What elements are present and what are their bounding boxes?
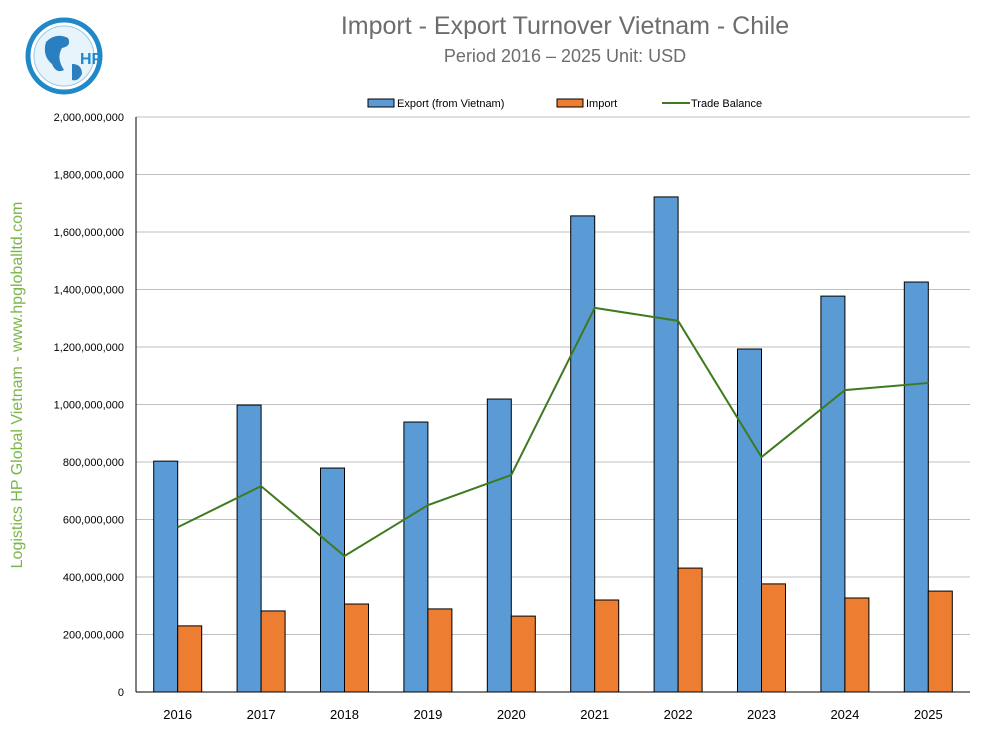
y-tick-label: 2,000,000,000 — [54, 112, 124, 124]
import-bar — [510, 615, 536, 693]
svg-text:HP: HP — [80, 51, 103, 68]
export-bar — [653, 196, 679, 693]
x-tick-label: 2018 — [330, 707, 359, 722]
x-tick-label: 2017 — [247, 707, 276, 722]
export-bar — [236, 404, 262, 693]
export-bar — [570, 215, 596, 693]
export-bar — [486, 398, 512, 693]
y-tick-label: 600,000,000 — [63, 515, 124, 527]
y-tick-label: 1,000,000,000 — [54, 400, 124, 412]
import-bar — [427, 608, 453, 693]
export-bar — [403, 421, 429, 693]
import-bar — [177, 625, 203, 693]
legend-label-import: Import — [586, 98, 617, 110]
y-tick-label: 800,000,000 — [63, 457, 124, 469]
x-tick-label: 2021 — [580, 707, 609, 722]
y-tick-label: 1,600,000,000 — [54, 227, 124, 239]
import-bar — [677, 567, 703, 693]
legend-swatch-import — [556, 98, 584, 108]
y-tick-label: 200,000,000 — [63, 630, 124, 642]
chart-title: Import - Export Turnover Vietnam - Chile — [340, 12, 790, 40]
export-bar — [903, 281, 929, 693]
chart-subtitle: Period 2016 – 2025 Unit: USD — [443, 46, 687, 66]
import-bar — [844, 597, 870, 693]
import-bar — [761, 583, 786, 693]
y-tick-label: 0 — [118, 687, 124, 699]
export-bar — [820, 295, 846, 693]
x-tick-label: 2016 — [163, 707, 192, 722]
x-tick-label: 2022 — [664, 707, 693, 722]
y-tick-label: 400,000,000 — [63, 572, 124, 584]
import-bar — [344, 603, 369, 693]
export-bar — [737, 348, 762, 693]
y-tick-label: 1,200,000,000 — [54, 342, 124, 354]
y-tick-label: 1,800,000,000 — [54, 170, 124, 182]
logo: HP — [25, 17, 103, 95]
y-tick-label: 1,400,000,000 — [54, 285, 124, 297]
import-bar — [927, 590, 953, 693]
legend-swatch-export — [367, 98, 395, 108]
export-bar — [153, 460, 179, 693]
export-bar — [320, 467, 345, 693]
x-tick-label: 2025 — [914, 707, 943, 722]
import-bar — [260, 610, 286, 693]
x-tick-label: 2024 — [830, 707, 859, 722]
legend-label-balance: Trade Balance — [691, 98, 762, 110]
trade-balance-line — [177, 306, 929, 558]
import-bar — [594, 599, 620, 693]
legend-label-export: Export (from Vietnam) — [397, 98, 504, 110]
x-tick-label: 2020 — [497, 707, 526, 722]
x-tick-label: 2023 — [747, 707, 776, 722]
x-tick-label: 2019 — [413, 707, 442, 722]
